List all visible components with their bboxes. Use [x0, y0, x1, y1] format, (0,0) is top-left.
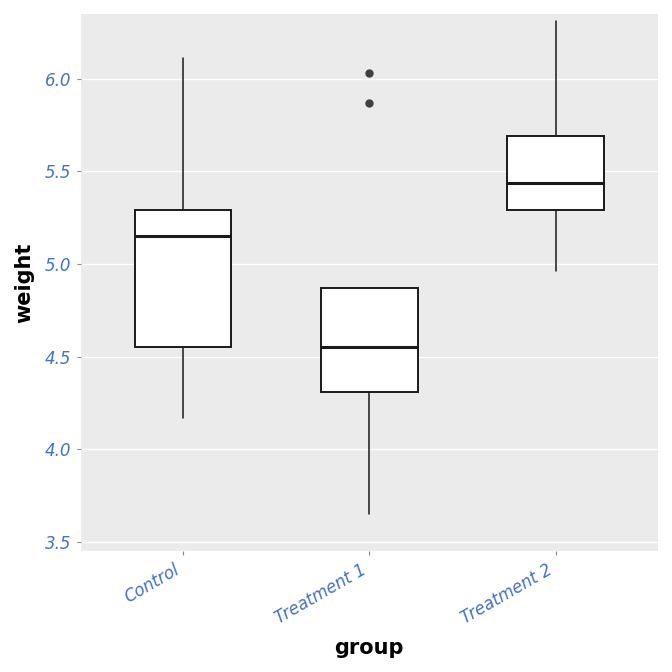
Y-axis label: weight: weight [14, 243, 34, 323]
Bar [134, 210, 231, 347]
Bar [507, 136, 604, 210]
Bar [321, 288, 418, 392]
X-axis label: group: group [335, 638, 404, 658]
